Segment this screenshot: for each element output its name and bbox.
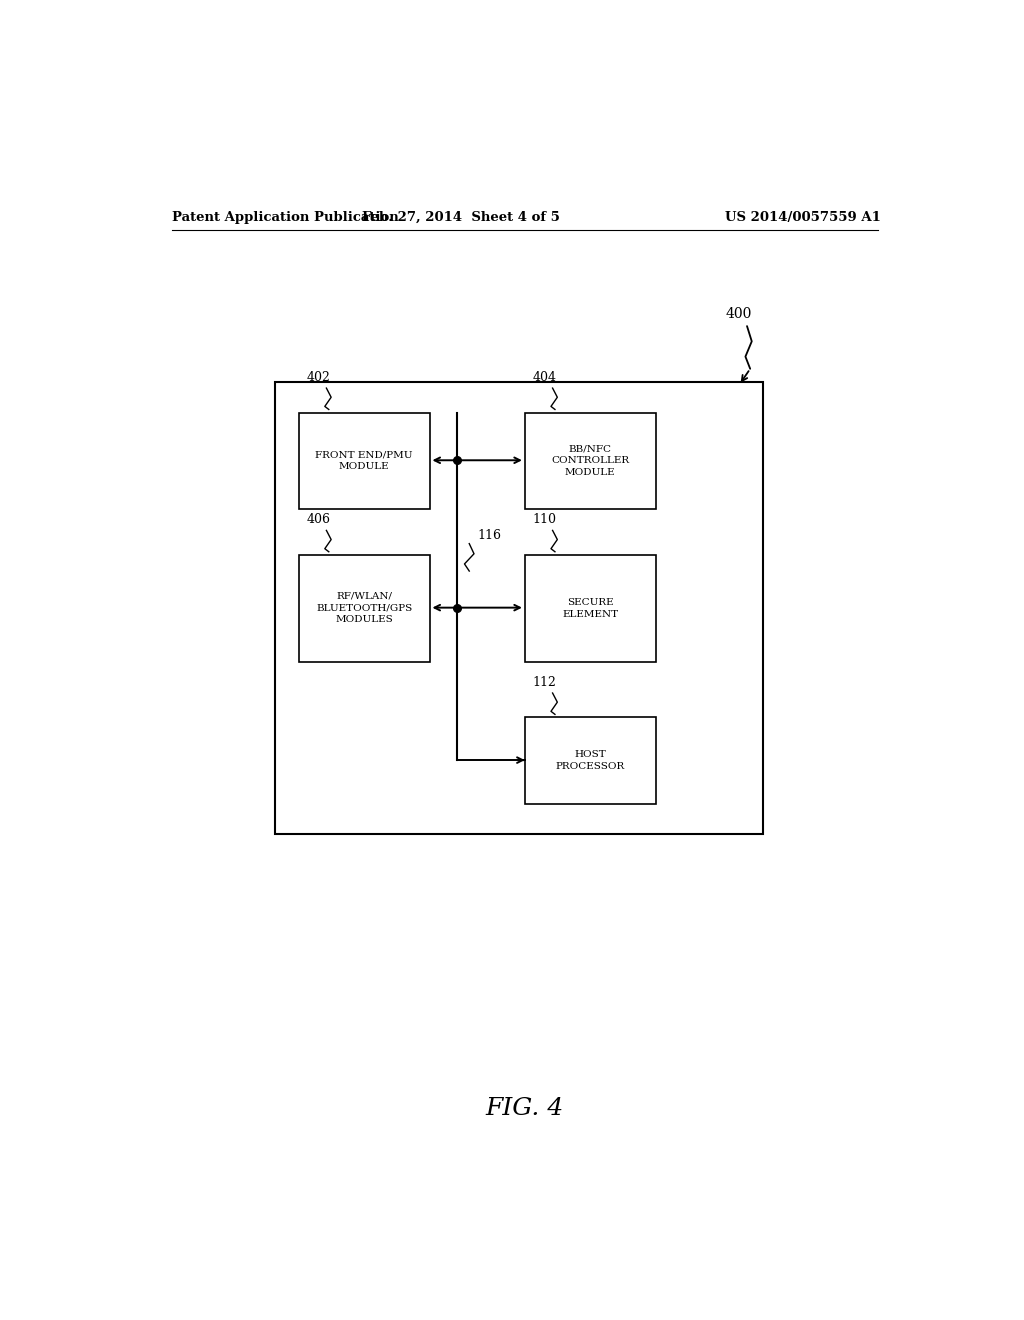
- Bar: [524, 554, 655, 661]
- Text: 110: 110: [532, 513, 557, 527]
- Text: BB/NFC
CONTROLLER
MODULE: BB/NFC CONTROLLER MODULE: [551, 445, 630, 477]
- Text: Patent Application Publication: Patent Application Publication: [172, 211, 398, 224]
- Bar: [524, 718, 655, 804]
- Text: HOST
PROCESSOR: HOST PROCESSOR: [556, 750, 625, 771]
- Text: 406: 406: [306, 513, 331, 527]
- Bar: [299, 412, 430, 510]
- Text: RF/WLAN/
BLUETOOTH/GPS
MODULES: RF/WLAN/ BLUETOOTH/GPS MODULES: [316, 591, 413, 624]
- Text: 404: 404: [532, 371, 557, 384]
- Bar: [274, 381, 763, 834]
- Text: 112: 112: [532, 676, 557, 689]
- Bar: [299, 554, 430, 661]
- Text: FIG. 4: FIG. 4: [485, 1097, 564, 1121]
- Text: US 2014/0057559 A1: US 2014/0057559 A1: [725, 211, 881, 224]
- Bar: [524, 412, 655, 510]
- Text: SECURE
ELEMENT: SECURE ELEMENT: [562, 598, 618, 619]
- Text: 402: 402: [306, 371, 331, 384]
- Text: Feb. 27, 2014  Sheet 4 of 5: Feb. 27, 2014 Sheet 4 of 5: [362, 211, 560, 224]
- Text: FRONT END/PMU
MODULE: FRONT END/PMU MODULE: [315, 450, 413, 471]
- Text: 400: 400: [726, 308, 753, 321]
- Text: 116: 116: [477, 528, 501, 541]
